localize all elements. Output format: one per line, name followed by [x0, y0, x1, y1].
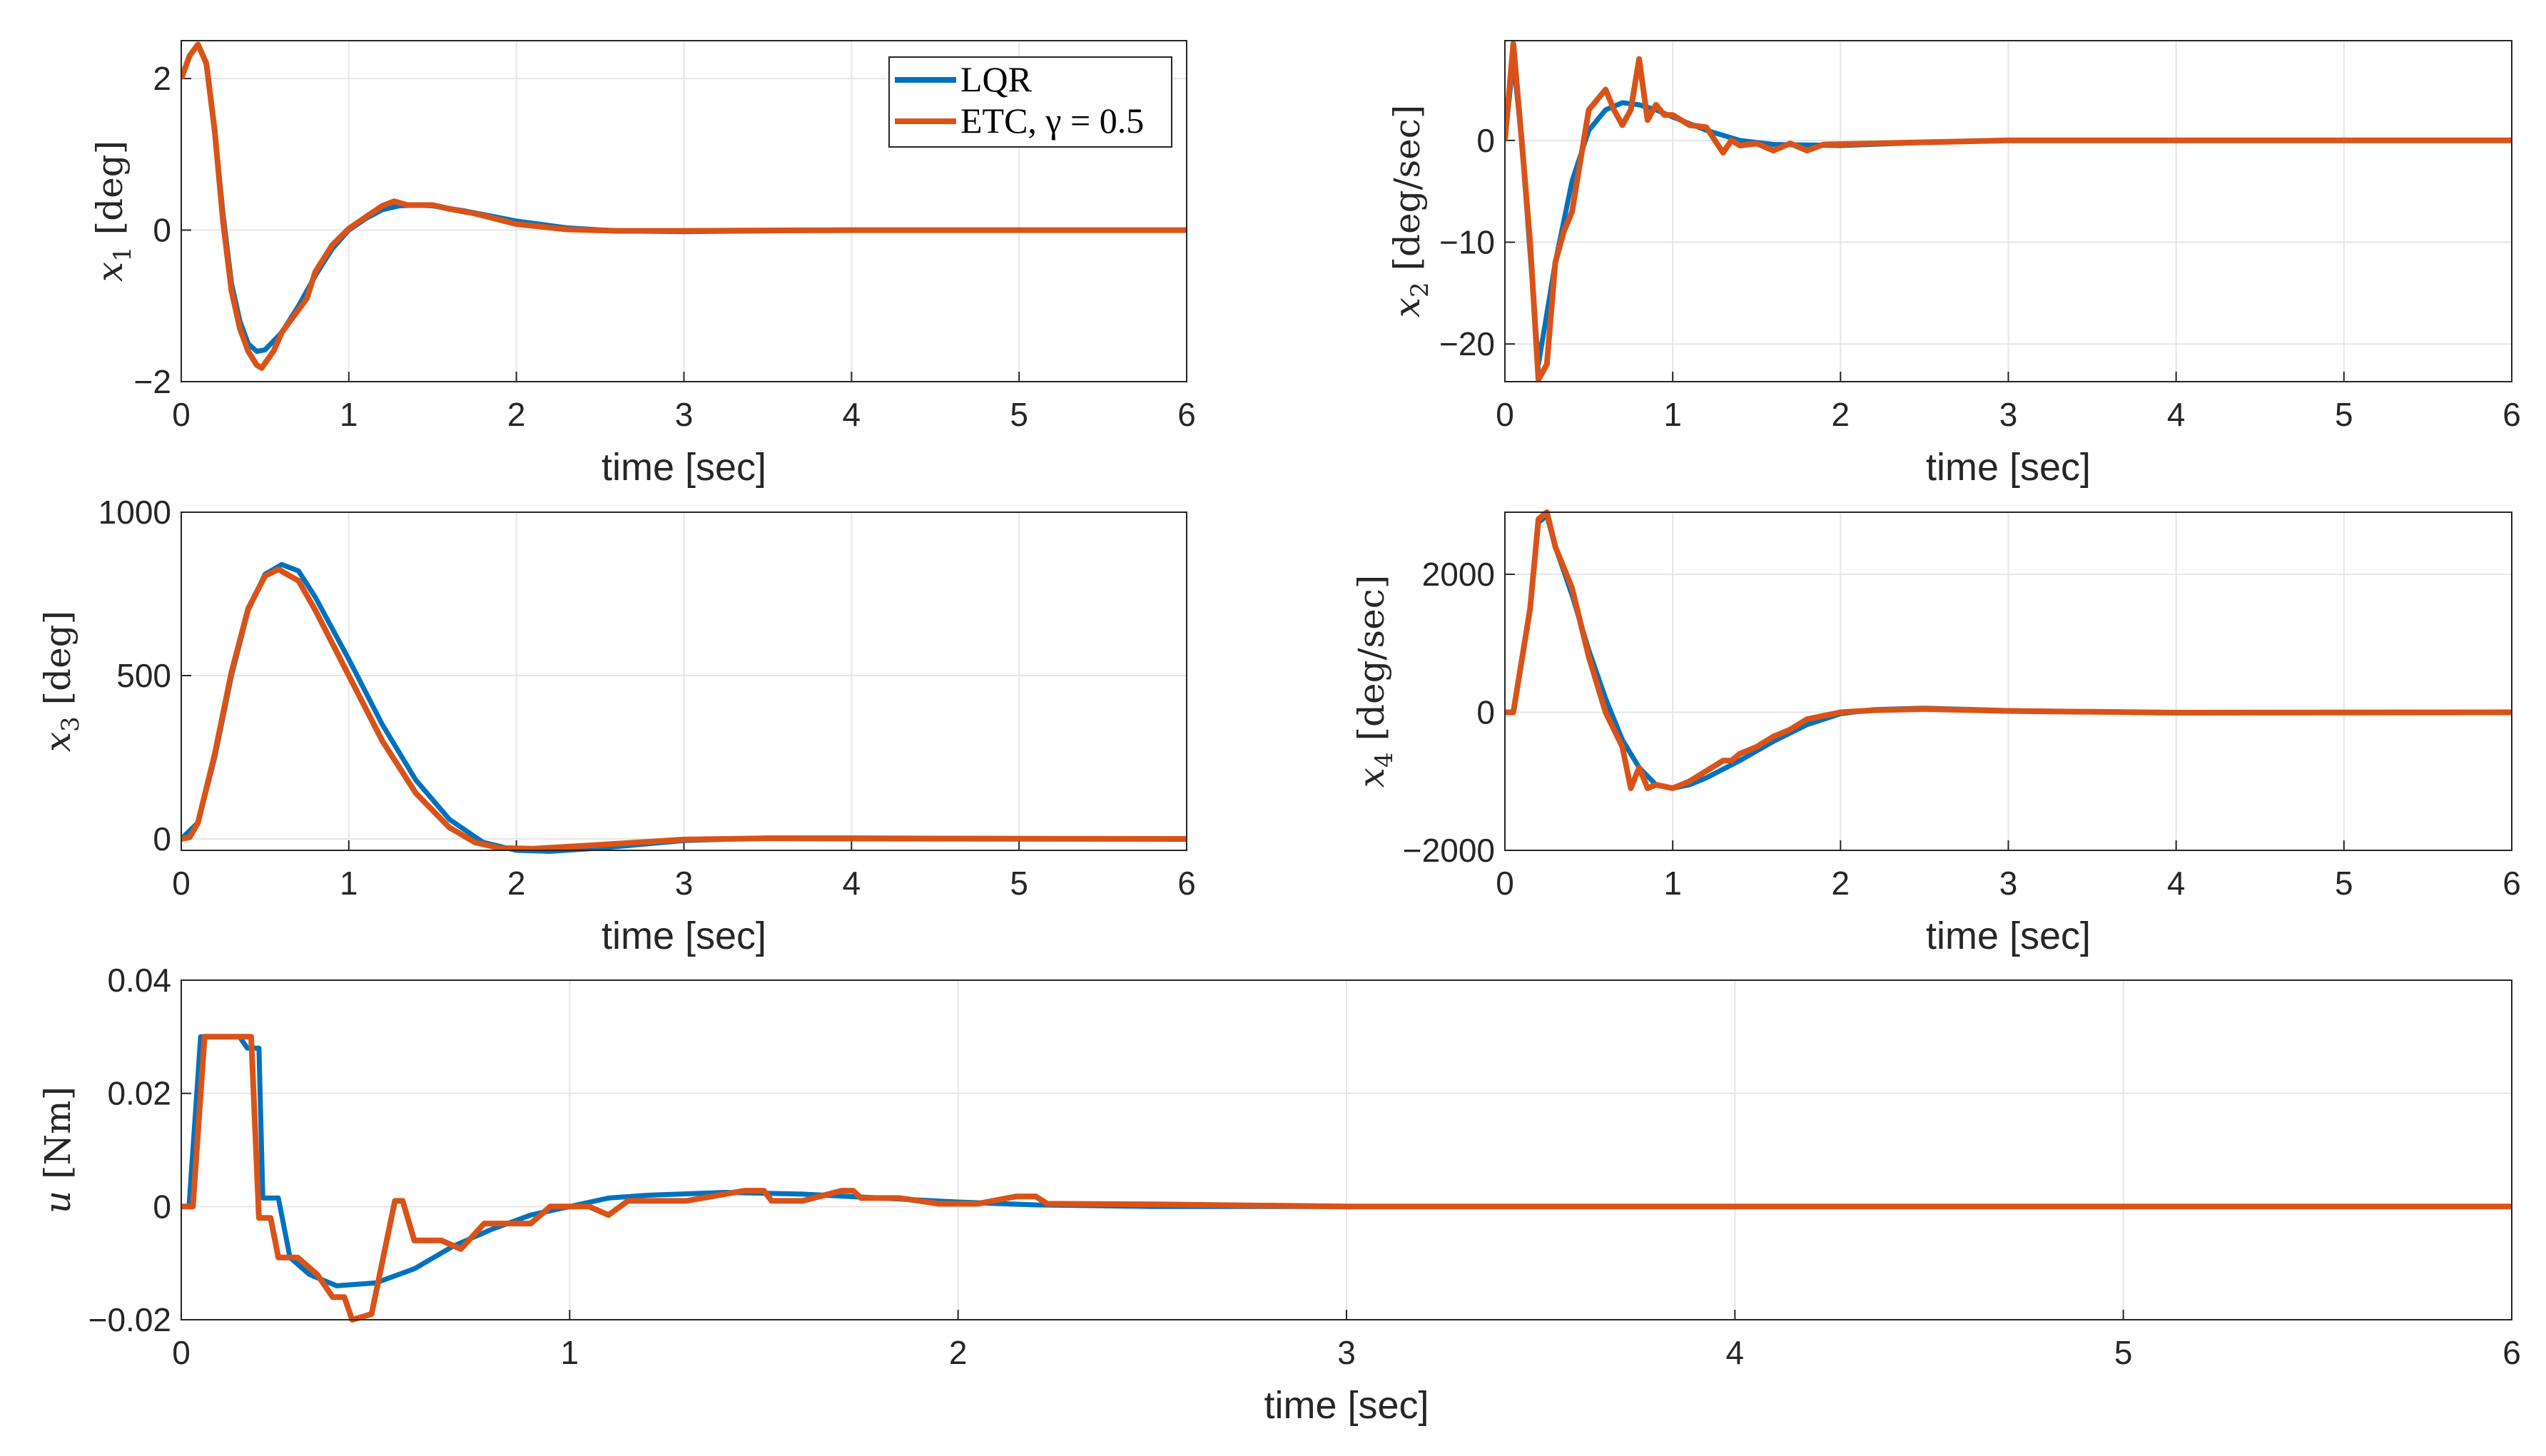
y-label-unit: [Nm]: [37, 1086, 78, 1191]
x-tick-label: 2: [949, 1334, 968, 1371]
series-line-etc: [181, 41, 1187, 371]
series-line-etc: [181, 1034, 2512, 1323]
y-tick-label: 2: [153, 60, 171, 97]
y-tick-label: 0: [153, 820, 171, 857]
x-axis-label: time [sec]: [1926, 915, 2091, 957]
x-tick-label: 1: [1663, 396, 1682, 433]
legend-box: [888, 56, 1172, 148]
y-tick-label: −20: [1439, 325, 1495, 362]
x-tick-label: 2: [507, 865, 526, 902]
x-tick-label: 5: [2114, 1334, 2133, 1371]
x-tick-label: 2: [1832, 865, 1850, 902]
x-axis-label: time [sec]: [1926, 446, 2091, 489]
x-tick-label: 6: [1177, 865, 1196, 902]
x-axis-label: time [sec]: [1264, 1384, 1429, 1427]
x-tick-label: 3: [1337, 1334, 1356, 1371]
y-tick-label: −2000: [1403, 832, 1495, 869]
x-tick-label: 0: [172, 865, 191, 902]
series-line-etc: [1505, 41, 2512, 383]
x-tick-label: 4: [1726, 1334, 1745, 1371]
x-tick-label: 3: [1999, 865, 2018, 902]
y-label-var: x: [37, 732, 78, 752]
x-tick-label: 1: [561, 1334, 579, 1371]
x-tick-label: 4: [843, 865, 861, 902]
axes-box: [1504, 40, 2512, 382]
x-tick-label: 5: [2335, 396, 2353, 433]
x-tick-label: 3: [675, 396, 694, 433]
y-label-subscript: 1: [108, 246, 137, 262]
x-tick-label: 2: [1832, 396, 1850, 433]
y-axis-label: x3 [deg]: [37, 611, 85, 752]
y-tick-label: 0: [153, 212, 171, 249]
y-label-unit: [deg/sec]: [1351, 575, 1392, 753]
y-label-subscript: 3: [56, 716, 85, 732]
series-line-etc: [181, 566, 1187, 852]
x-tick-label: 6: [2502, 396, 2521, 433]
x-tick-label: 3: [675, 865, 694, 902]
y-label-var: x: [1386, 297, 1428, 317]
x-tick-label: 6: [1177, 396, 1196, 433]
x-axis-label: time [sec]: [602, 915, 766, 957]
x-tick-label: 0: [172, 1334, 191, 1371]
axes-box: [181, 40, 1187, 382]
axes-box: [181, 511, 1187, 851]
y-tick-label: 1000: [98, 494, 171, 531]
y-axis-label: x1 [deg]: [89, 141, 137, 282]
y-label-unit: [deg/sec]: [1386, 105, 1428, 282]
y-axis-label: x2 [deg/sec]: [1386, 105, 1434, 317]
y-label-var: u: [37, 1191, 78, 1213]
series-line-etc: [1505, 509, 2512, 791]
y-tick-label: 0.04: [107, 962, 171, 999]
x-tick-label: 4: [2167, 396, 2186, 433]
y-tick-label: 0: [153, 1188, 171, 1225]
axes-box: [181, 979, 2512, 1320]
y-axis-label: u [Nm]: [37, 1086, 78, 1213]
y-label-unit: [deg]: [89, 141, 131, 247]
x-axis-label: time [sec]: [602, 446, 766, 489]
y-label-subscript: 4: [1370, 752, 1399, 768]
x-tick-label: 4: [2167, 865, 2186, 902]
x-tick-label: 5: [1010, 865, 1028, 902]
y-axis-label: x4 [deg/sec]: [1351, 575, 1399, 788]
x-tick-label: 2: [507, 396, 526, 433]
y-label-var: x: [1351, 768, 1392, 788]
y-tick-label: −10: [1439, 224, 1495, 261]
x-tick-label: 0: [172, 396, 191, 433]
x-tick-label: 1: [1663, 865, 1682, 902]
x-tick-label: 1: [340, 865, 358, 902]
x-tick-label: 0: [1496, 865, 1514, 902]
x-tick-label: 5: [2335, 865, 2353, 902]
legend-label-lqr: LQR: [960, 59, 1033, 99]
x-tick-label: 4: [843, 396, 861, 433]
y-label-unit: [deg]: [37, 611, 78, 717]
axes-box: [1504, 511, 2512, 851]
y-tick-label: 2000: [1422, 556, 1495, 593]
y-tick-label: 0: [1476, 122, 1495, 159]
y-label-subscript: 2: [1406, 282, 1434, 297]
x-tick-label: 5: [1010, 396, 1028, 433]
y-label-var: x: [89, 262, 131, 282]
legend-label-etc: ETC, γ = 0.5: [960, 101, 1144, 141]
y-tick-label: 0: [1476, 694, 1495, 731]
x-tick-label: 3: [1999, 396, 2018, 433]
y-tick-label: −0.02: [88, 1301, 171, 1338]
y-tick-label: −2: [134, 363, 171, 400]
y-tick-label: 0.02: [107, 1075, 171, 1112]
x-tick-label: 1: [340, 396, 358, 433]
x-tick-label: 0: [1496, 396, 1514, 433]
x-tick-label: 6: [2502, 1334, 2521, 1371]
x-tick-label: 6: [2502, 865, 2521, 902]
y-tick-label: 500: [116, 657, 171, 694]
